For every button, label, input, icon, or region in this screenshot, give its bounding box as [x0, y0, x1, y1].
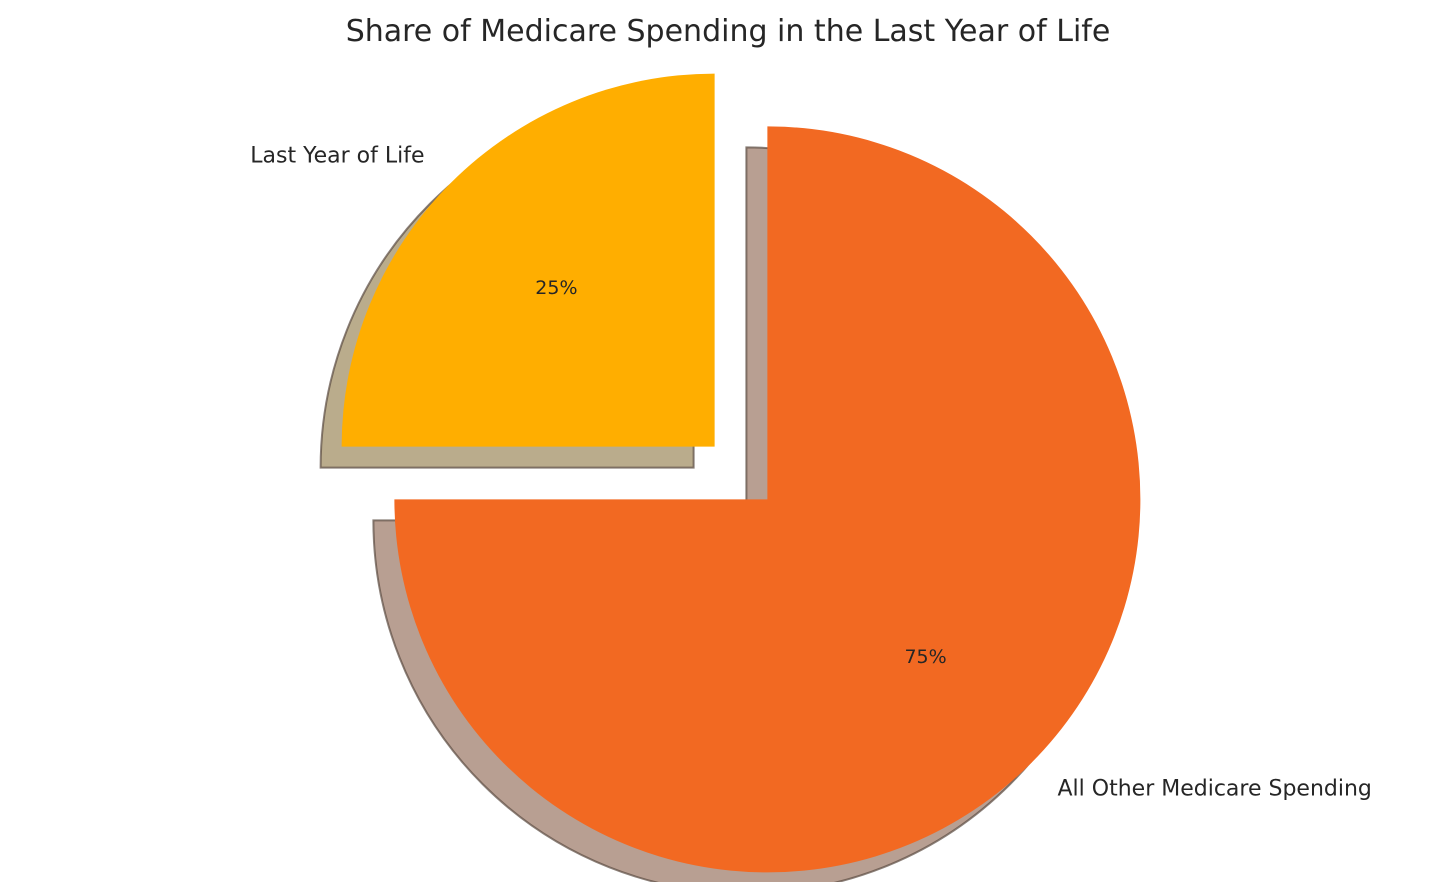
slice-label-last-year-of-life: Last Year of Life [250, 144, 424, 169]
pie-slice-last-year-of-life [341, 73, 715, 447]
slice-label-all-other-medicare-spending: All Other Medicare Spending [1058, 777, 1372, 802]
pie-slice-all-other-medicare-spending [394, 126, 1141, 873]
slice-labels: Last Year of Life 25% All Other Medicare S… [250, 144, 1372, 802]
pie-slices [341, 73, 1141, 873]
slice-percent-last-year-of-life: 25% [535, 277, 577, 299]
chart-title: Share of Medicare Spending in the Last Y… [346, 14, 1111, 49]
slice-percent-all-other-medicare-spending: 75% [904, 646, 946, 668]
